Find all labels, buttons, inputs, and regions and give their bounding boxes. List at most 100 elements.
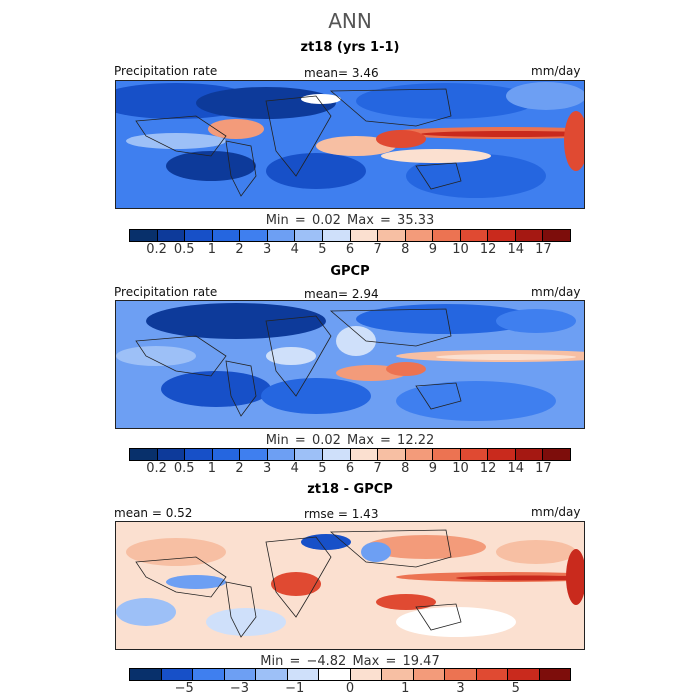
colorbar-swatch [130,230,158,241]
colorbar-swatch [413,669,445,680]
colorbar-tick-label: 17 [535,242,552,257]
colorbar-swatch [295,230,323,241]
colorbar-tick-label: 9 [428,242,438,257]
field-blob [396,607,516,637]
field-blob [206,608,286,636]
field-blob [566,549,584,605]
panel-1-map-svg [116,81,584,208]
colorbar-tick-label: 10 [452,242,469,257]
colorbar-swatch [212,449,241,460]
page-title: ANN [328,9,372,33]
colorbar-swatch [319,669,351,680]
itcz-band [436,354,576,360]
colorbar-swatch [350,669,382,680]
colorbar-tick-label: 1 [207,461,217,476]
colorbar-tick-label: 6 [345,242,355,257]
colorbar-tick-label: 7 [373,461,382,476]
coastline-south-america [225,360,257,417]
colorbar-swatch [405,449,434,460]
field-blob [496,309,576,333]
colorbar-tick-label: 17 [535,461,552,476]
itcz-band [456,575,584,581]
coastline-eurasia [329,529,452,568]
field-blob [161,371,271,407]
panel-2-map-svg [116,301,584,428]
panel-2-tick-labels: 0.2 0.5 1 2 3 4 5 6 7 8 9 10 12 14 17 [129,461,571,477]
field-blob [564,111,584,171]
colorbar-swatch [157,230,186,241]
colorbar-tick-label: 5 [318,461,327,476]
colorbar-swatch [185,230,213,241]
colorbar-tick-label: 3 [262,461,272,476]
colorbar-swatch [515,230,544,241]
colorbar-tick-label: 1 [207,242,217,257]
colorbar-tick-label: 9 [428,461,438,476]
colorbar-swatch [378,230,406,241]
panel-2-units-label: mm/day [531,285,581,299]
panel-1-units-label: mm/day [531,64,581,78]
colorbar-swatch [433,230,461,241]
panel-3-heading: zt18 - GPCP [307,482,393,497]
field-blob [386,362,426,376]
panel-2-left-label: Precipitation rate [114,285,218,299]
field-blob [496,540,576,564]
colorbar-tick-label: 3 [456,681,465,696]
colorbar-swatch [161,669,193,680]
colorbar-tick-label: 3 [262,242,272,257]
coastline-africa [265,315,332,397]
panel-2-min-max: Min = 0.02 Max = 12.22 [265,433,435,448]
field-blob [376,594,436,610]
field-blob [396,381,556,421]
panel-1-precip-map [115,80,585,209]
coastline-eurasia [329,88,452,127]
colorbar-swatch [193,669,225,680]
field-blob [376,130,426,148]
coastline-australia [415,603,462,631]
colorbar-swatch [445,669,477,680]
field-blob [166,151,256,181]
colorbar-swatch [539,669,570,680]
colorbar-swatch [460,449,489,460]
coastline-americas [135,335,227,377]
colorbar-swatch [322,230,351,241]
colorbar-tick-label: 2 [235,242,244,257]
colorbar-swatch [543,449,570,460]
field-blob [316,136,396,156]
colorbar-swatch [350,230,379,241]
colorbar-tick-label: −1 [285,681,305,696]
field-blob [166,575,226,589]
panel-1-colorbar [129,229,571,242]
colorbar-swatch [322,449,351,460]
colorbar-tick-label: 8 [401,461,410,476]
colorbar-tick-label: 0 [345,681,355,696]
field-blob [116,346,196,366]
colorbar-swatch [130,669,162,680]
colorbar-tick-label: 0.2 [146,461,167,476]
colorbar-swatch [350,449,379,460]
panel-3-units-label: mm/day [531,505,581,519]
colorbar-swatch [157,449,186,460]
coastline-australia [415,382,462,410]
field-blob [506,82,584,110]
colorbar-swatch [508,669,540,680]
panel-3-tick-labels: −5 −3 −1 0 1 3 5 [129,681,571,697]
coastline-africa [265,95,332,177]
panel-1-mean-label: mean= 3.46 [304,66,379,80]
colorbar-swatch [515,449,544,460]
colorbar-tick-label: 10 [452,461,469,476]
colorbar-swatch [295,449,323,460]
field-blob [361,542,391,562]
colorbar-tick-label: 12 [479,242,497,257]
colorbar-tick-label: 1 [401,681,410,696]
coastline-south-america [225,140,257,197]
colorbar-tick-label: −5 [174,681,194,696]
colorbar-swatch [476,669,508,680]
panel-1-min-max: Min = 0.02 Max = 35.33 [265,213,435,228]
colorbar-swatch [240,449,268,460]
panel-2-precip-map [115,300,585,429]
colorbar-tick-label: 12 [479,461,497,476]
coastline-australia [415,162,462,190]
colorbar-tick-label: 4 [290,461,299,476]
colorbar-tick-label: 14 [507,461,525,476]
colorbar-tick-label: 8 [401,242,410,257]
